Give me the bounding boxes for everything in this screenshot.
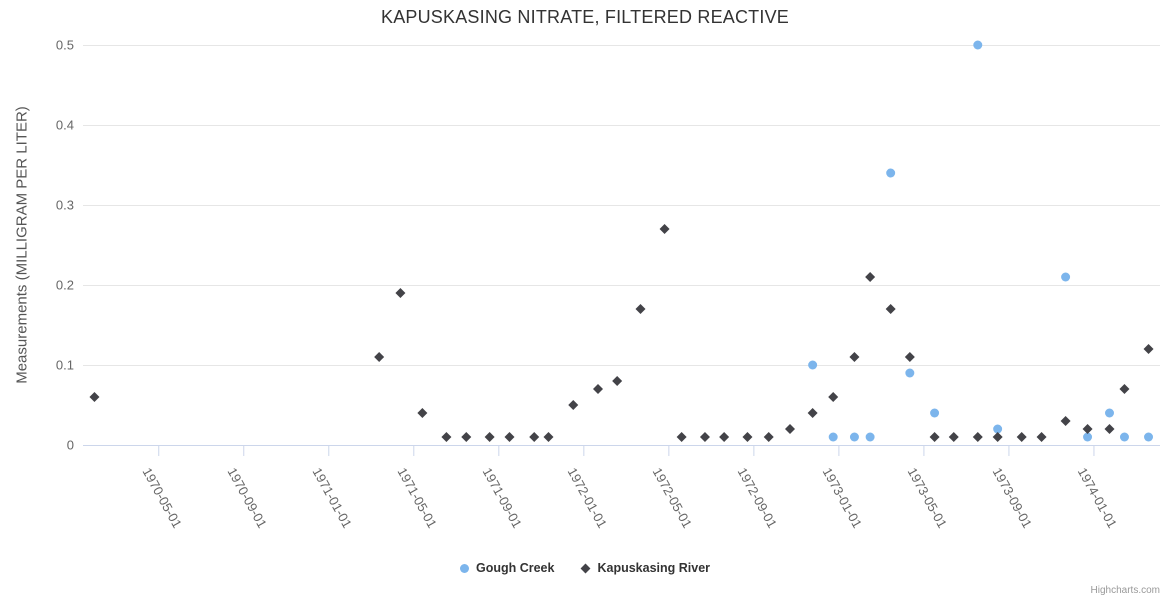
data-point-kapuskasing-river[interactable]	[592, 384, 603, 394]
data-point-kapuskasing-river[interactable]	[807, 408, 818, 418]
legend-item-kapuskasing-river[interactable]: Kapuskasing River	[581, 561, 711, 575]
data-point-kapuskasing-river[interactable]	[904, 352, 915, 362]
y-axis-label: 0	[67, 438, 74, 453]
diamond-marker-icon	[581, 563, 591, 573]
data-point-kapuskasing-river[interactable]	[1082, 424, 1093, 434]
data-point-kapuskasing-river[interactable]	[763, 432, 774, 442]
data-point-kapuskasing-river[interactable]	[1060, 416, 1071, 426]
y-axis-label: 0.5	[56, 38, 74, 53]
x-axis-label: 1974-01-01	[1075, 465, 1120, 530]
legend-label: Gough Creek	[475, 561, 555, 575]
data-point-gough-creek[interactable]	[1061, 272, 1071, 282]
data-point-kapuskasing-river[interactable]	[992, 432, 1003, 442]
data-point-kapuskasing-river[interactable]	[395, 288, 406, 298]
x-axis-label: 1973-05-01	[905, 465, 950, 530]
chart-title: KAPUSKASING NITRATE, FILTERED REACTIVE	[380, 7, 789, 27]
data-point-gough-creek[interactable]	[828, 432, 838, 442]
legend: Gough Creek Kapuskasing River	[0, 561, 1170, 575]
data-point-kapuskasing-river[interactable]	[1143, 344, 1154, 354]
legend-label: Kapuskasing River	[597, 561, 711, 575]
x-axis-label: 1973-01-01	[820, 465, 865, 530]
y-axis-label: 0.4	[56, 118, 74, 133]
y-axis-label: 0.2	[56, 278, 74, 293]
data-point-kapuskasing-river[interactable]	[417, 408, 428, 418]
data-point-kapuskasing-river[interactable]	[659, 224, 670, 234]
x-axis-label: 1972-05-01	[650, 465, 695, 530]
x-axis-label: 1972-01-01	[565, 465, 610, 530]
data-point-kapuskasing-river[interactable]	[1104, 424, 1115, 434]
data-point-kapuskasing-river[interactable]	[441, 432, 452, 442]
data-point-kapuskasing-river[interactable]	[1119, 384, 1130, 394]
data-point-gough-creek[interactable]	[808, 360, 818, 370]
data-point-kapuskasing-river[interactable]	[484, 432, 495, 442]
x-axis-label: 1972-09-01	[735, 465, 780, 530]
y-axis-label: 0.1	[56, 358, 74, 373]
data-point-kapuskasing-river[interactable]	[374, 352, 385, 362]
data-point-kapuskasing-river[interactable]	[529, 432, 540, 442]
data-point-gough-creek[interactable]	[905, 368, 915, 378]
data-point-gough-creek[interactable]	[886, 168, 896, 178]
x-axis-label: 1973-09-01	[990, 465, 1035, 530]
x-axis-label: 1970-09-01	[225, 465, 270, 530]
data-point-kapuskasing-river[interactable]	[543, 432, 554, 442]
data-point-gough-creek[interactable]	[865, 432, 875, 442]
data-point-gough-creek[interactable]	[849, 432, 859, 442]
data-point-gough-creek[interactable]	[973, 40, 983, 50]
data-point-kapuskasing-river[interactable]	[972, 432, 983, 442]
data-point-kapuskasing-river[interactable]	[89, 392, 100, 402]
data-point-gough-creek[interactable]	[1105, 408, 1115, 418]
x-axis-label: 1971-05-01	[395, 465, 440, 530]
circle-marker-icon	[459, 563, 469, 573]
data-point-kapuskasing-river[interactable]	[742, 432, 753, 442]
data-point-kapuskasing-river[interactable]	[1016, 432, 1027, 442]
data-point-kapuskasing-river[interactable]	[828, 392, 839, 402]
data-point-gough-creek[interactable]	[930, 408, 940, 418]
data-point-kapuskasing-river[interactable]	[865, 272, 876, 282]
data-point-gough-creek[interactable]	[1083, 432, 1093, 442]
highcharts-credit-link[interactable]: Highcharts.com	[1090, 585, 1160, 596]
data-point-kapuskasing-river[interactable]	[885, 304, 896, 314]
data-point-gough-creek[interactable]	[1144, 432, 1154, 442]
data-point-kapuskasing-river[interactable]	[929, 432, 940, 442]
data-point-kapuskasing-river[interactable]	[849, 352, 860, 362]
data-point-kapuskasing-river[interactable]	[948, 432, 959, 442]
data-point-kapuskasing-river[interactable]	[1036, 432, 1047, 442]
x-axis-label: 1971-09-01	[480, 465, 525, 530]
data-point-kapuskasing-river[interactable]	[612, 376, 623, 386]
data-point-kapuskasing-river[interactable]	[699, 432, 710, 442]
data-point-kapuskasing-river[interactable]	[719, 432, 730, 442]
data-point-kapuskasing-river[interactable]	[635, 304, 646, 314]
data-point-kapuskasing-river[interactable]	[461, 432, 472, 442]
data-point-kapuskasing-river[interactable]	[784, 424, 795, 434]
data-point-gough-creek[interactable]	[1119, 432, 1129, 442]
x-axis-label: 1971-01-01	[310, 465, 355, 530]
data-point-gough-creek[interactable]	[993, 424, 1003, 434]
x-axis-label: 1970-05-01	[139, 465, 184, 530]
data-point-kapuskasing-river[interactable]	[676, 432, 687, 442]
data-point-kapuskasing-river[interactable]	[504, 432, 515, 442]
data-point-kapuskasing-river[interactable]	[568, 400, 579, 410]
y-axis-label: 0.3	[56, 198, 74, 213]
legend-item-gough-creek[interactable]: Gough Creek	[459, 561, 555, 575]
